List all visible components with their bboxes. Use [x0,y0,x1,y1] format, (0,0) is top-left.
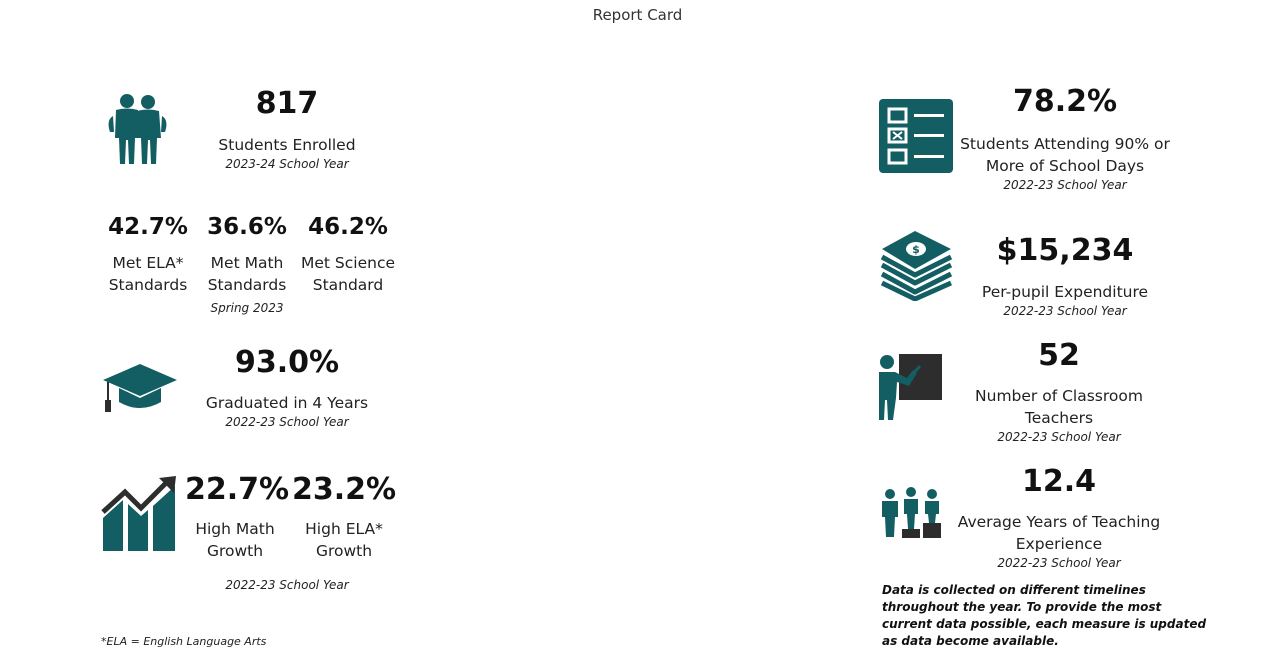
attendance-period: 2022-23 School Year [1003,178,1127,192]
teacher-icon [876,352,944,422]
money-stack-icon: $ [879,225,955,301]
note-line: current data possible, each measure is u… [882,617,1207,631]
ela-standards-label-1: Met ELA* [112,254,184,272]
svg-text:$: $ [912,243,920,256]
experience-value: 12.4 [1021,464,1097,499]
teachers-label-2: Teachers [1024,409,1094,427]
note-line: Data is collected on different timelines [882,583,1146,597]
data-collection-note: Data is collected on different timelines… [882,582,1222,650]
expenditure-value: $15,234 [996,233,1134,268]
graduation-cap-icon [101,362,179,416]
enrollment-value: 817 [255,86,319,121]
ela-growth-label-2: Growth [315,542,373,560]
graduation-period: 2022-23 School Year [225,415,349,429]
ela-growth-label-1: High ELA* [305,520,383,538]
science-standards-label-2: Standard [312,276,384,294]
ela-standards-value: 42.7% [108,214,188,240]
math-growth-label-2: Growth [206,542,264,560]
growth-period: 2022-23 School Year [225,578,349,592]
teachers-label-1: Number of Classroom [975,387,1143,405]
math-standards-label-1: Met Math [210,254,284,272]
podium-people-icon [879,487,943,539]
standards-period: Spring 2023 [210,301,284,315]
math-growth-value: 22.7% [185,472,290,507]
experience-label-2: Experience [1015,535,1103,553]
enrollment-period: 2023-24 School Year [225,157,349,171]
ela-growth-value: 23.2% [291,472,397,507]
science-standards-label-1: Met Science [301,254,395,272]
ela-footnote: *ELA = English Language Arts [101,635,267,648]
experience-period: 2022-23 School Year [997,556,1121,570]
math-growth-label-1: High Math [195,520,275,538]
experience-label-1: Average Years of Teaching [957,513,1161,531]
teachers-value: 52 [1038,338,1080,373]
attendance-value: 78.2% [1012,84,1118,119]
graduation-value: 93.0% [234,345,340,380]
attendance-label-2: More of School Days [985,157,1145,175]
note-line: throughout the year. To provide the most [882,600,1162,614]
checklist-icon [879,99,953,173]
attendance-label-1: Students Attending 90% or [960,135,1170,153]
math-standards-label-2: Standards [207,276,287,294]
students-icon [104,92,170,166]
science-standards-value: 46.2% [308,214,388,240]
expenditure-label: Per-pupil Expenditure [981,283,1149,301]
enrollment-label: Students Enrolled [218,136,356,154]
teachers-period: 2022-23 School Year [997,430,1121,444]
report-title: Report Card [592,6,683,24]
note-line: as data become available. [882,634,1059,648]
graduation-label: Graduated in 4 Years [205,394,369,412]
ela-standards-label-2: Standards [108,276,188,294]
math-standards-value: 36.6% [207,214,287,240]
growth-chart-icon [101,474,179,552]
expenditure-period: 2022-23 School Year [1003,304,1127,318]
